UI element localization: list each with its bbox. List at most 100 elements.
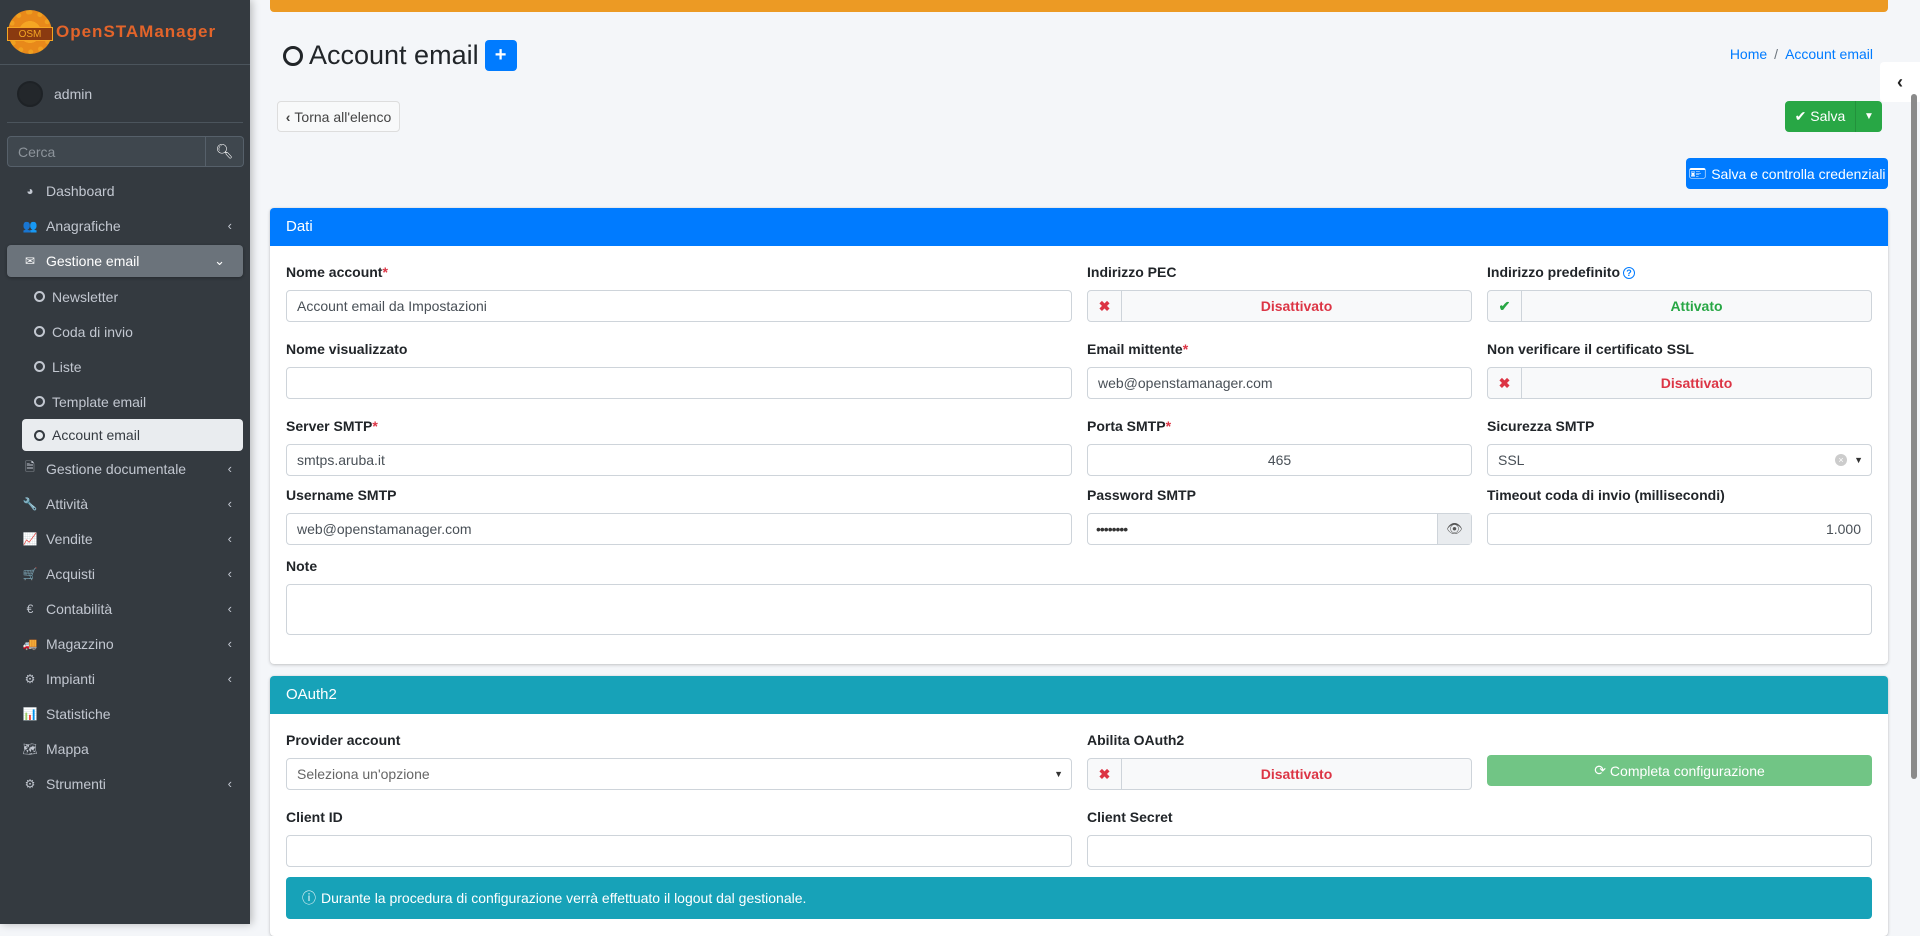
sidebar-item-anagrafiche[interactable]: 👥 Anagrafiche ‹ [0,208,250,243]
sidebar-item-dashboard[interactable]: ◕ Dashboard [0,173,250,208]
save-and-check-button[interactable]: 🪪︎ Salva e controlla credenziali [1686,158,1888,189]
circle-icon [34,429,45,441]
control-sidebar-toggle[interactable]: ‹ [1880,62,1920,102]
chevron-left-icon: ‹ [227,461,232,476]
nome-visualizzato-input[interactable] [286,367,1072,399]
sidebar-item-label: Contabilità [46,600,113,617]
sidebar-item-template-email[interactable]: Template email [0,384,250,419]
sidebar-item-impianti[interactable]: ⚙ Impianti ‹ [0,661,250,696]
dashboard-icon: ◕ [26,183,34,198]
predefinito-toggle[interactable]: ✔ Attivato [1487,290,1872,322]
timeout-input[interactable]: 1.000 [1487,513,1872,545]
password-group: Password SMTP •••••••• 👁︎ [1087,487,1472,545]
sidebar-item-gestione-email[interactable]: ✉ Gestione email ⌄ [7,245,243,277]
pec-toggle[interactable]: ✖ Disattivato [1087,290,1472,322]
search-input[interactable] [7,136,206,167]
password-input[interactable]: •••••••• 👁︎ [1087,513,1472,545]
sidebar-item-label: Acquisti [46,565,96,582]
circle-icon [283,45,303,66]
porta-input[interactable]: 465 [1087,444,1472,476]
clear-icon[interactable]: × [1835,454,1847,466]
caret-down-icon: ▼ [1854,455,1863,465]
bar-chart-icon: 📊 [22,706,38,721]
complete-config-button[interactable]: ⟳ Completa configurazione [1487,755,1872,786]
sidebar-item-acquisti[interactable]: 🛒 Acquisti ‹ [0,556,250,591]
oauth-header: OAuth2 [270,676,1888,714]
sidebar-item-label: Statistiche [46,705,111,722]
wrench-icon: 🔧 [22,496,38,511]
provider-group: Provider account Seleziona un'opzione ▼ [286,732,1072,790]
sidebar-item-label: Account email [52,427,140,443]
sidebar-item-strumenti[interactable]: ⚙ Strumenti ‹ [0,766,250,801]
brand-logo[interactable]: OSM OpenSTAManager [0,0,250,65]
circle-icon [34,326,45,337]
warning-bar [270,0,1888,12]
nome-visualizzato-group: Nome visualizzato [286,341,1072,399]
info-circle-icon: ⓘ [302,890,316,906]
abilita-toggle[interactable]: ✖ Disattivato [1087,758,1472,790]
save-dropdown-toggle[interactable]: ▼ [1864,111,1874,122]
eye-icon[interactable]: 👁︎ [1437,514,1471,544]
mittente-input[interactable]: web@openstamanager.com [1087,367,1472,399]
sidebar-item-gestione-documentale[interactable]: 🗎 Gestione documentale ‹ [0,451,250,486]
client-id-input[interactable] [286,835,1072,867]
client-id-group: Client ID [286,809,1072,867]
chevron-left-icon: ‹ [227,671,232,686]
sicurezza-group: Sicurezza SMTP SSL × ▼ [1487,418,1872,476]
oauth-card: OAuth2 Provider account Seleziona un'opzi… [270,676,1888,936]
chevron-left-icon: ‹ [227,496,232,511]
chevron-left-icon: ‹ [227,601,232,616]
breadcrumb: Home / Account email [1729,46,1873,62]
back-to-list-button[interactable]: ‹ Torna all'elenco [277,101,400,132]
help-icon[interactable]: ? [1623,267,1635,279]
add-button[interactable]: + [484,40,517,71]
user-name: admin [54,85,93,102]
sidebar-item-account-email[interactable]: Account email [22,419,243,451]
sidebar-item-mappa[interactable]: 🗺 Mappa [0,731,250,766]
sidebar-item-vendite[interactable]: 📈 Vendite ‹ [0,521,250,556]
chevron-left-icon: ‹ [227,566,232,581]
note-textarea[interactable] [286,584,1872,635]
timeout-group: Timeout coda di invio (millisecondi) 1.00… [1487,487,1872,545]
ssl-check-toggle[interactable]: ✖ Disattivato [1487,367,1872,399]
breadcrumb-home[interactable]: Home [1729,46,1768,62]
chart-line-icon: 📈 [22,531,38,546]
sidebar-item-label: Attività [46,495,89,512]
scrollbar[interactable] [1911,94,1917,779]
breadcrumb-current[interactable]: Account email [1785,46,1873,62]
dati-header: Dati [270,208,1888,246]
sidebar-item-newsletter[interactable]: Newsletter [0,279,250,314]
sidebar-item-label: Template email [52,393,147,410]
server-input[interactable]: smtps.aruba.it [286,444,1072,476]
abilita-group: Abilita OAuth2 ✖ Disattivato [1087,732,1472,790]
chevron-left-icon: ‹ [227,531,232,546]
chevron-left-icon: ‹ [227,636,232,651]
sidebar-item-statistiche[interactable]: 📊 Statistiche [0,696,250,731]
check-icon: ✔ [1794,108,1811,124]
chevron-left-icon: ‹ [1897,72,1903,92]
sidebar-search: 🔍︎ [7,136,244,167]
sidebar-item-label: Liste [52,358,82,375]
euro-icon: € [26,601,34,616]
sidebar-item-magazzino[interactable]: 🚚 Magazzino ‹ [0,626,250,661]
sidebar-item-label: Gestione documentale [46,460,187,477]
username-input[interactable]: web@openstamanager.com [286,513,1072,545]
sicurezza-select[interactable]: SSL × ▼ [1487,444,1872,476]
search-button[interactable]: 🔍︎ [206,136,244,167]
provider-select[interactable]: Seleziona un'opzione ▼ [286,758,1072,790]
sidebar-item-attivit-[interactable]: 🔧 Attività ‹ [0,486,250,521]
nome-account-input[interactable]: Account email da Impostazioni [286,290,1072,322]
save-button[interactable]: ✔ Salva [1785,101,1856,132]
sidebar-item-label: Mappa [46,740,89,757]
sidebar-item-label: Impianti [46,670,96,687]
user-panel[interactable]: admin [7,65,243,123]
porta-group: Porta SMTP* 465 [1087,418,1472,476]
sidebar-item-label: Magazzino [46,635,114,652]
times-icon: ✖ [1088,759,1122,789]
truck-icon: 🚚 [22,636,38,651]
sidebar-item-contabilit-[interactable]: € Contabilità ‹ [0,591,250,626]
client-secret-input[interactable] [1087,835,1872,867]
avatar [17,80,43,107]
sidebar-item-coda-di-invio[interactable]: Coda di invio [0,314,250,349]
sidebar-item-liste[interactable]: Liste [0,349,250,384]
